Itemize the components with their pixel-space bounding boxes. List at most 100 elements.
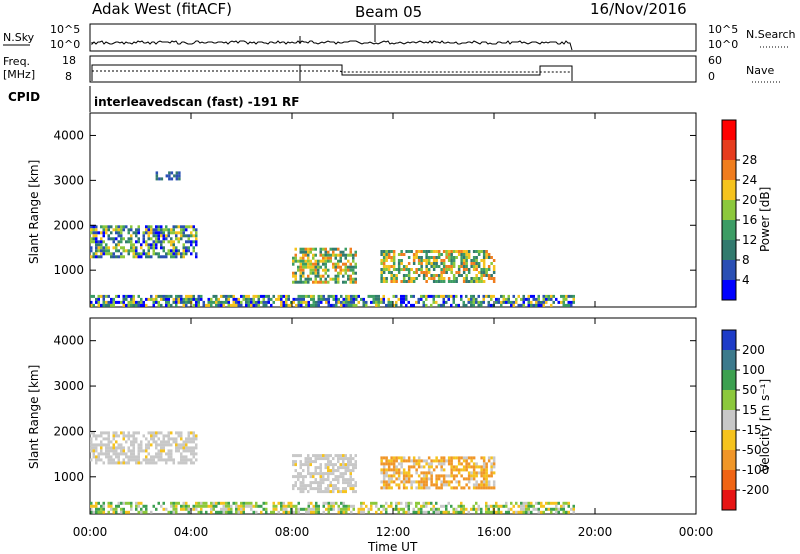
data-cell — [97, 434, 100, 438]
data-cell — [202, 501, 205, 505]
data-cell — [490, 486, 493, 490]
data-cell — [304, 277, 307, 281]
data-cell — [92, 303, 95, 307]
data-cell — [327, 501, 330, 505]
data-cell — [110, 297, 113, 301]
data-cell — [477, 253, 481, 256]
data-cell — [520, 507, 523, 511]
data-cell — [352, 504, 355, 508]
data-cell — [192, 449, 195, 453]
velocity-colorbar-label: Velocity [m s⁻¹] — [758, 379, 772, 472]
data-cell — [342, 501, 345, 505]
data-cell — [417, 268, 421, 271]
data-cell — [117, 225, 120, 229]
data-cell — [127, 461, 130, 465]
data-cell — [487, 274, 491, 277]
data-cell — [475, 510, 478, 514]
data-cell — [407, 268, 411, 271]
data-cell — [290, 507, 293, 511]
data-cell — [512, 510, 515, 514]
data-cell — [437, 477, 441, 481]
data-cell — [392, 474, 396, 478]
data-cell — [317, 457, 320, 461]
data-cell — [440, 465, 443, 469]
data-cell — [140, 297, 143, 301]
data-cell — [385, 268, 388, 271]
data-cell — [192, 437, 195, 441]
data-cell — [442, 280, 446, 283]
data-cell — [90, 510, 93, 514]
data-cell — [172, 249, 175, 253]
data-cell — [132, 443, 135, 447]
data-cell — [407, 474, 411, 478]
data-cell — [170, 243, 173, 247]
data-cell — [297, 297, 300, 301]
data-cell — [372, 297, 375, 301]
data-cell — [290, 300, 293, 304]
data-cell — [460, 486, 463, 490]
data-cell — [425, 501, 428, 505]
data-cell — [482, 250, 486, 253]
data-cell — [105, 225, 108, 229]
data-cell — [327, 478, 330, 482]
data-cell — [309, 268, 312, 272]
data-cell — [235, 501, 238, 505]
data-cell — [475, 480, 478, 484]
data-cell — [125, 303, 128, 307]
data-cell — [312, 454, 315, 458]
data-cell — [387, 250, 391, 253]
data-cell — [430, 507, 433, 511]
y-tick-label: 1000 — [53, 263, 84, 277]
data-cell — [485, 250, 488, 253]
data-cell — [172, 255, 175, 259]
data-cell — [337, 300, 340, 304]
data-cell — [462, 280, 466, 283]
data-cell — [177, 501, 180, 505]
data-cell — [287, 303, 290, 307]
data-cell — [137, 501, 140, 505]
data-cell — [150, 297, 153, 301]
data-cell — [90, 294, 93, 298]
data-cell — [122, 461, 125, 465]
data-cell — [272, 510, 275, 514]
data-cell — [294, 463, 297, 467]
data-cell — [305, 294, 308, 298]
data-cell — [332, 490, 335, 494]
data-cell — [92, 446, 95, 450]
data-cell — [102, 507, 105, 511]
data-cell — [412, 459, 416, 463]
data-cell — [349, 460, 352, 464]
data-cell — [405, 501, 408, 505]
data-cell — [472, 277, 476, 280]
data-cell — [405, 471, 408, 475]
data-cell — [140, 461, 143, 465]
data-cell — [285, 504, 288, 508]
data-cell — [425, 474, 428, 478]
data-cell — [195, 434, 198, 438]
data-cell — [412, 456, 416, 460]
data-cell — [125, 294, 128, 298]
data-cell — [395, 268, 398, 271]
data-cell — [397, 486, 401, 490]
data-cell — [242, 294, 245, 298]
data-cell — [322, 253, 325, 257]
data-cell — [117, 455, 120, 459]
data-cell — [137, 294, 140, 298]
data-cell — [310, 297, 313, 301]
data-cell — [425, 297, 428, 301]
data-cell — [297, 280, 300, 284]
data-cell — [415, 480, 418, 484]
data-cell — [427, 262, 431, 265]
data-cell — [452, 477, 456, 481]
data-cell — [304, 484, 307, 488]
data-cell — [115, 446, 118, 450]
data-cell — [285, 510, 288, 514]
data-cell — [362, 297, 365, 301]
data-cell — [192, 504, 195, 508]
data-cell — [135, 431, 138, 435]
data-cell — [137, 443, 140, 447]
data-cell — [317, 300, 320, 304]
data-cell — [225, 507, 228, 511]
data-cell — [502, 294, 505, 298]
data-cell — [145, 225, 148, 229]
